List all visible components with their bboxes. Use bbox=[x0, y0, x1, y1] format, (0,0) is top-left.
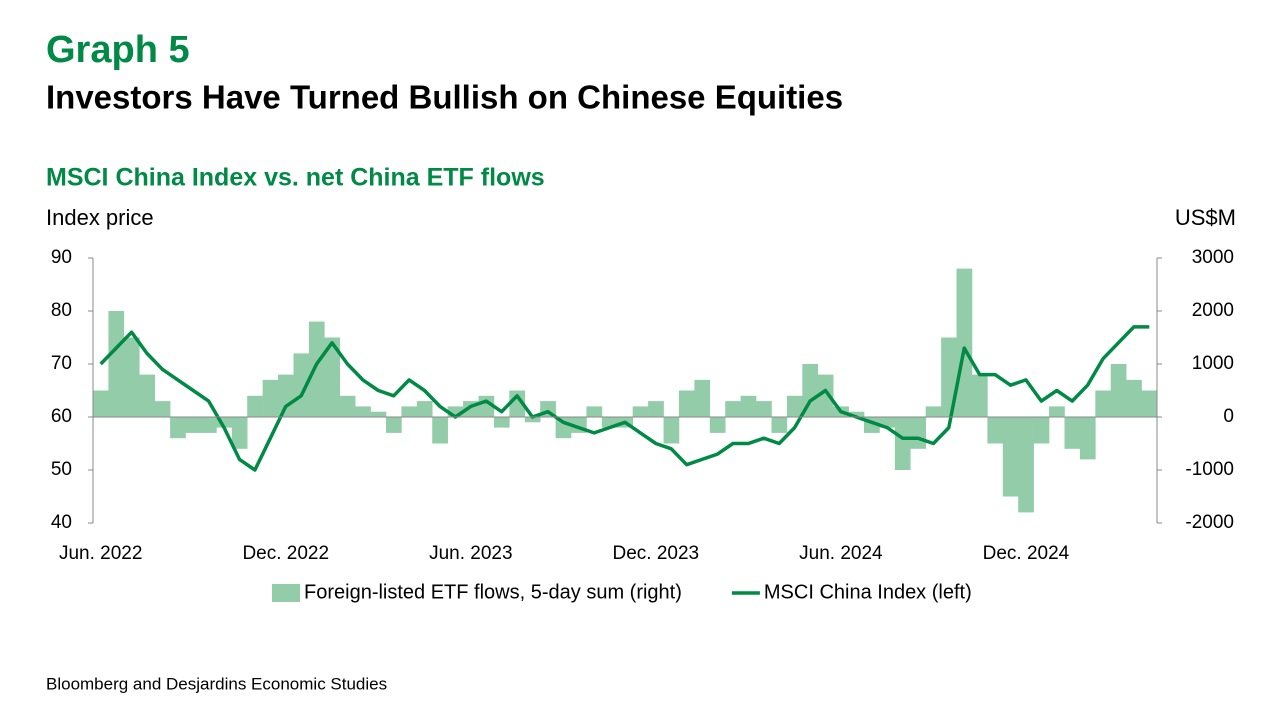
bar bbox=[941, 337, 957, 417]
bar bbox=[1033, 417, 1050, 444]
bar bbox=[817, 374, 834, 417]
y2-tick-label: 2000 bbox=[1192, 300, 1234, 321]
y-tick-label: 40 bbox=[51, 512, 72, 533]
y-tick-label: 80 bbox=[51, 300, 72, 321]
bar bbox=[1079, 417, 1096, 460]
bar bbox=[987, 417, 1004, 444]
bar bbox=[154, 401, 171, 417]
bar bbox=[1126, 379, 1142, 417]
line bbox=[99, 325, 1150, 472]
bar bbox=[216, 417, 233, 428]
bar bbox=[262, 379, 279, 417]
y-tick-label: 90 bbox=[51, 247, 72, 268]
bar bbox=[802, 364, 819, 417]
bar bbox=[355, 406, 371, 417]
x-tick-label: Jun. 2024 bbox=[799, 543, 883, 564]
bar bbox=[586, 406, 603, 417]
y-axis-label: Index price bbox=[46, 205, 154, 230]
x-tick-label: Dec. 2024 bbox=[983, 543, 1070, 564]
bar bbox=[694, 379, 711, 417]
bar bbox=[663, 417, 680, 444]
bar bbox=[678, 390, 695, 417]
chart-title: MSCI China Index vs. net China ETF flows bbox=[46, 164, 545, 192]
x-tick-label: Dec. 2022 bbox=[242, 543, 329, 564]
bar bbox=[524, 417, 541, 423]
bar bbox=[956, 268, 973, 417]
bar bbox=[709, 417, 726, 433]
bar bbox=[123, 337, 140, 417]
legend-swatch bbox=[272, 584, 300, 602]
bar bbox=[185, 417, 202, 433]
bar bbox=[1002, 417, 1019, 497]
bar bbox=[786, 395, 803, 417]
bar bbox=[293, 353, 310, 417]
bar bbox=[648, 401, 664, 417]
bar bbox=[493, 417, 510, 428]
y2-tick-label: 0 bbox=[1223, 406, 1234, 427]
legend-label: Foreign-listed ETF flows, 5-day sum (rig… bbox=[304, 581, 682, 603]
y2-tick-label: -1000 bbox=[1185, 459, 1234, 480]
bar bbox=[200, 417, 217, 433]
bar bbox=[139, 374, 155, 417]
y-tick-label: 60 bbox=[51, 406, 72, 427]
legend-label: MSCI China Index (left) bbox=[764, 581, 972, 603]
bar bbox=[910, 417, 926, 449]
y-tick-label: 70 bbox=[51, 353, 72, 374]
x-tick-label: Jun. 2023 bbox=[429, 543, 512, 564]
bar bbox=[1049, 406, 1065, 417]
y2-tick-label: 3000 bbox=[1192, 247, 1234, 268]
bar bbox=[771, 417, 788, 433]
bar bbox=[278, 374, 294, 417]
bar bbox=[324, 337, 341, 417]
bar bbox=[848, 411, 865, 417]
bar bbox=[385, 417, 402, 433]
page-title: Investors Have Turned Bullish on Chinese… bbox=[46, 79, 843, 116]
bar bbox=[247, 395, 263, 417]
bar bbox=[725, 401, 741, 417]
bar bbox=[401, 406, 418, 417]
bar bbox=[170, 417, 186, 439]
bar bbox=[971, 374, 988, 417]
bar bbox=[339, 395, 356, 417]
bar bbox=[1141, 390, 1158, 417]
bar bbox=[93, 390, 109, 417]
y2-axis-label: US$M bbox=[1175, 205, 1236, 230]
bar bbox=[632, 406, 649, 417]
bar bbox=[231, 417, 248, 449]
bar bbox=[108, 311, 125, 417]
bar bbox=[894, 417, 911, 470]
bar bbox=[1110, 364, 1127, 417]
bar bbox=[1095, 390, 1112, 417]
bar bbox=[308, 321, 325, 417]
bar bbox=[601, 417, 618, 428]
bar bbox=[756, 401, 772, 417]
bar bbox=[1018, 417, 1034, 513]
bar bbox=[447, 406, 464, 417]
bar bbox=[432, 417, 448, 444]
y-tick-label: 50 bbox=[51, 459, 72, 480]
source: Bloomberg and Desjardins Economic Studie… bbox=[46, 674, 387, 693]
bar bbox=[1064, 417, 1081, 449]
bar bbox=[740, 395, 757, 417]
x-tick-label: Jun. 2022 bbox=[59, 543, 142, 564]
x-tick-label: Dec. 2023 bbox=[613, 543, 700, 564]
bar bbox=[370, 411, 387, 417]
y2-tick-label: 1000 bbox=[1192, 353, 1234, 374]
bar bbox=[416, 401, 433, 417]
bar bbox=[925, 406, 942, 417]
graph-number: Graph 5 bbox=[46, 29, 190, 71]
bar bbox=[879, 417, 896, 428]
y2-tick-label: -2000 bbox=[1185, 512, 1234, 533]
bar bbox=[509, 390, 526, 417]
